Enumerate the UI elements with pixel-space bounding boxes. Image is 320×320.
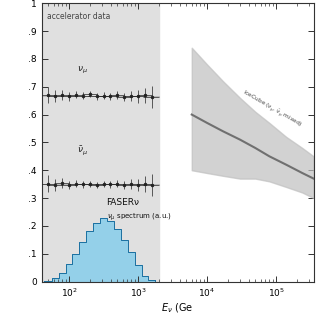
Text: IceCube ($\nu_\mu$, $\bar{\nu}_\mu$ mixed): IceCube ($\nu_\mu$, $\bar{\nu}_\mu$ mixe… (240, 88, 304, 130)
X-axis label: $E_\nu$ (Ge: $E_\nu$ (Ge (162, 302, 194, 315)
Text: $\nu_\mu$: $\nu_\mu$ (77, 65, 88, 76)
Text: FASERν: FASERν (107, 198, 140, 207)
Text: $\bar{\nu}_\mu$: $\bar{\nu}_\mu$ (77, 144, 88, 157)
Bar (42, 3, 159, 282)
Text: $\nu_\mu$ spectrum (a.u.): $\nu_\mu$ spectrum (a.u.) (107, 212, 172, 223)
Text: accelerator data: accelerator data (47, 12, 110, 20)
